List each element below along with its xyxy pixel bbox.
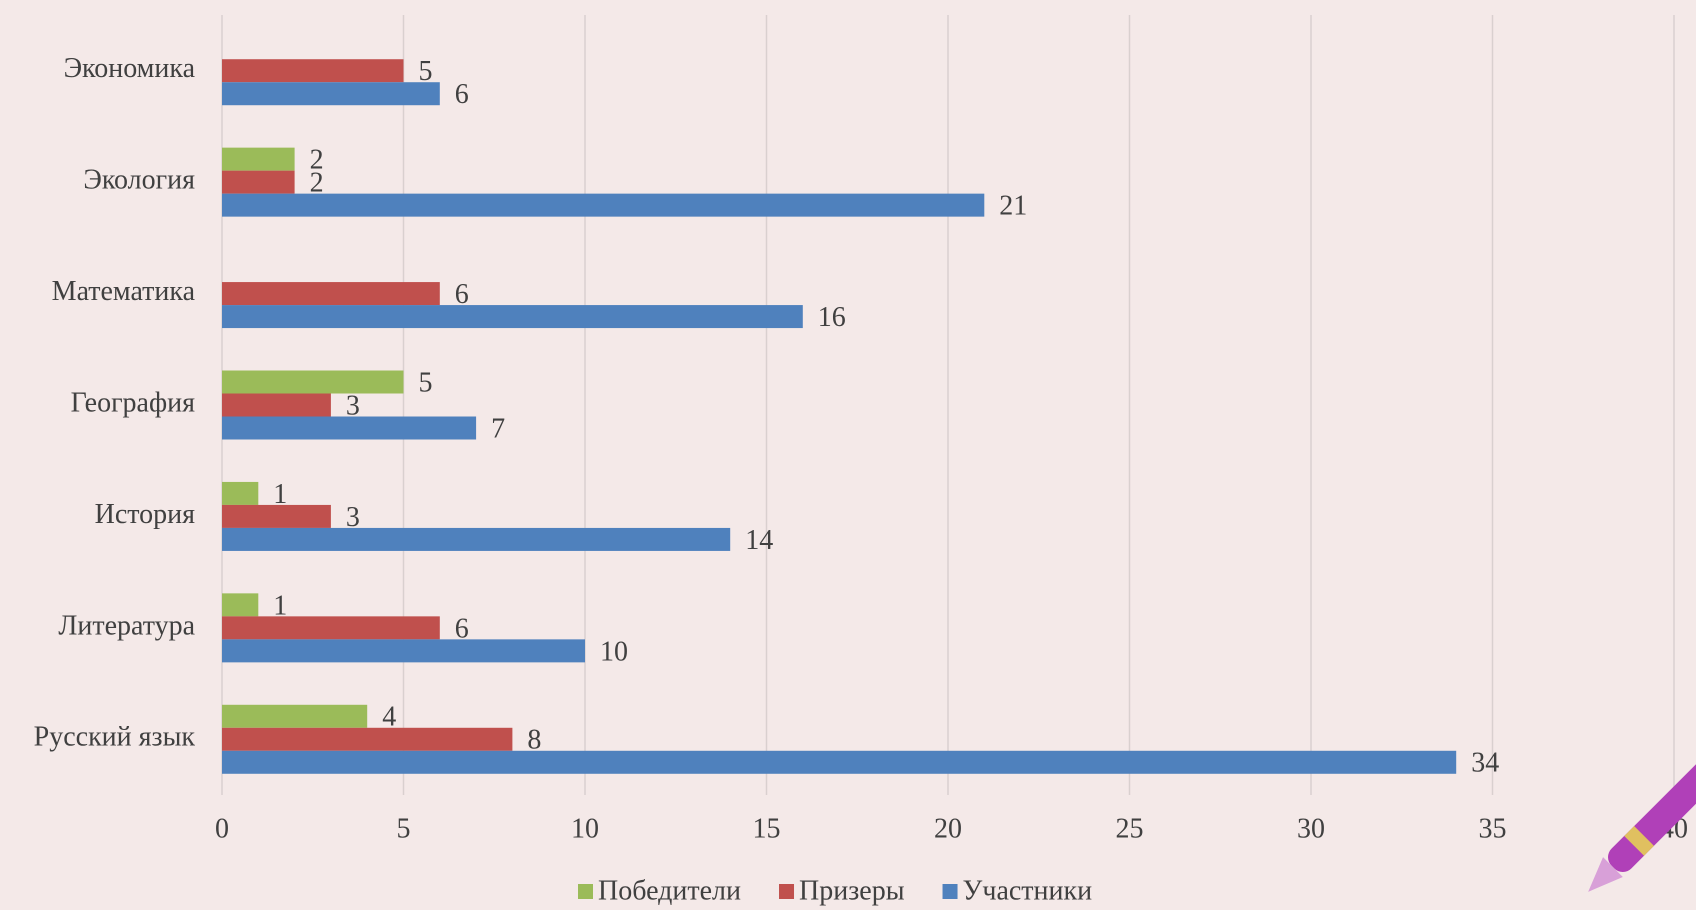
data-label: 10 <box>600 636 628 667</box>
y-tick-label: География <box>71 387 196 418</box>
data-label: 1 <box>273 590 287 621</box>
y-tick-label: Математика <box>52 276 196 307</box>
bar <box>222 59 404 83</box>
x-tick-label: 30 <box>1297 813 1325 844</box>
data-label: 14 <box>745 525 773 556</box>
bar <box>222 616 440 640</box>
y-tick-label: История <box>95 499 196 530</box>
x-tick-label: 20 <box>934 813 962 844</box>
pen-decoration <box>1588 756 1696 892</box>
y-tick-label: Экология <box>83 165 195 196</box>
bar <box>222 416 477 440</box>
data-label: 1 <box>273 479 287 510</box>
data-label: 6 <box>455 279 469 310</box>
y-tick-label: Экономика <box>64 53 196 84</box>
y-tick-label: Русский язык <box>34 722 196 753</box>
data-label: 6 <box>455 613 469 644</box>
data-label: 6 <box>455 79 469 110</box>
bar <box>222 481 259 505</box>
x-tick-label: 35 <box>1479 813 1507 844</box>
bar <box>222 639 585 663</box>
x-tick-label: 5 <box>397 813 411 844</box>
data-label: 5 <box>419 56 433 87</box>
legend-swatch <box>578 884 593 899</box>
legend-label: Победители <box>598 875 741 906</box>
x-tick-label: 15 <box>753 813 781 844</box>
bar <box>222 704 368 728</box>
bar <box>222 750 1457 774</box>
bar <box>222 504 331 528</box>
bar <box>222 527 731 551</box>
data-label: 2 <box>310 145 324 176</box>
data-label: 8 <box>527 725 541 756</box>
legend-label: Призеры <box>799 875 905 906</box>
bar <box>222 370 404 394</box>
legend-swatch <box>779 884 795 899</box>
data-label: 2 <box>310 168 324 199</box>
data-label: 16 <box>818 302 846 333</box>
x-tick-label: 10 <box>571 813 599 844</box>
data-label: 21 <box>999 191 1027 222</box>
bar <box>222 193 985 217</box>
bar <box>222 82 440 106</box>
bar <box>222 305 803 329</box>
bar <box>222 593 259 617</box>
bar <box>222 393 331 417</box>
legend-swatch <box>942 884 958 899</box>
bar <box>222 282 440 306</box>
x-tick-label: 0 <box>215 813 229 844</box>
bar <box>222 727 513 751</box>
y-tick-label: Литература <box>58 610 195 641</box>
legend: Победители Призеры Участники <box>578 875 1092 906</box>
x-tick-label: 25 <box>1116 813 1144 844</box>
data-label: 3 <box>346 502 360 533</box>
bar <box>222 170 295 194</box>
data-label: 5 <box>419 367 433 398</box>
data-label: 34 <box>1471 748 1499 779</box>
data-label: 3 <box>346 390 360 421</box>
legend-label: Участники <box>963 875 1093 906</box>
data-label: 4 <box>382 702 396 733</box>
data-label: 7 <box>491 413 505 444</box>
bar <box>222 147 295 171</box>
